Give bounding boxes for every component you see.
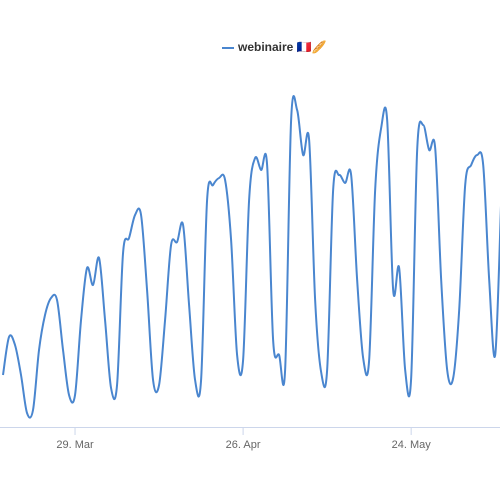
legend-label[interactable]: webinaire 🇫🇷🥖 xyxy=(237,40,327,54)
x-tick-label: 26. Apr xyxy=(226,439,261,451)
x-tick-label: 29. Mar xyxy=(56,439,94,451)
x-tick-label: 24. May xyxy=(392,439,432,451)
series-line xyxy=(2,95,500,419)
